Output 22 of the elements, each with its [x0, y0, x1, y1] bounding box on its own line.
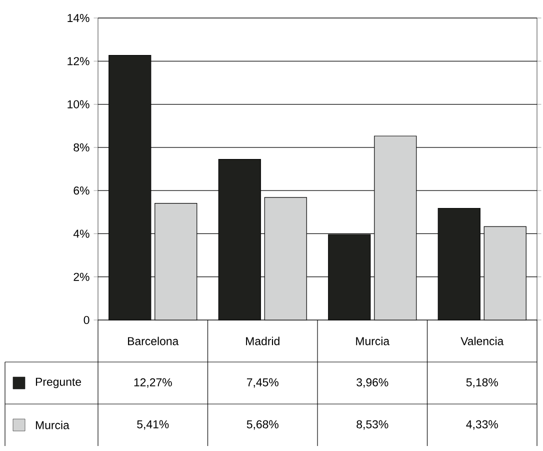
- y-tick-label: 14%: [68, 14, 90, 22]
- data-label: 8,53%: [356, 420, 388, 430]
- data-label: 7,45%: [246, 378, 278, 388]
- data-label: 12,27%: [134, 378, 172, 388]
- x-tick-label: Murcia: [356, 336, 390, 346]
- legend-label: Pregunte: [36, 378, 82, 388]
- data-label: 3,96%: [356, 378, 388, 388]
- x-tick-label: Valencia: [460, 336, 504, 346]
- data-label: 5,41%: [137, 420, 169, 430]
- y-tick-label: 10%: [68, 100, 90, 108]
- x-tick-label: Madrid: [246, 336, 280, 346]
- x-tick-label: Barcelona: [128, 336, 179, 346]
- y-tick-label: 2%: [74, 272, 90, 281]
- legend-label: Murcia: [36, 420, 70, 430]
- y-tick-label: 6%: [74, 186, 90, 195]
- y-tick-label: 0: [84, 316, 90, 324]
- y-tick-label: 4%: [73, 230, 90, 238]
- y-tick-label: 8%: [74, 143, 90, 152]
- data-label: 5,68%: [246, 420, 278, 430]
- y-tick-label: 12%: [68, 57, 90, 66]
- data-label: 5,18%: [466, 378, 498, 388]
- data-label: 4,33%: [466, 420, 498, 430]
